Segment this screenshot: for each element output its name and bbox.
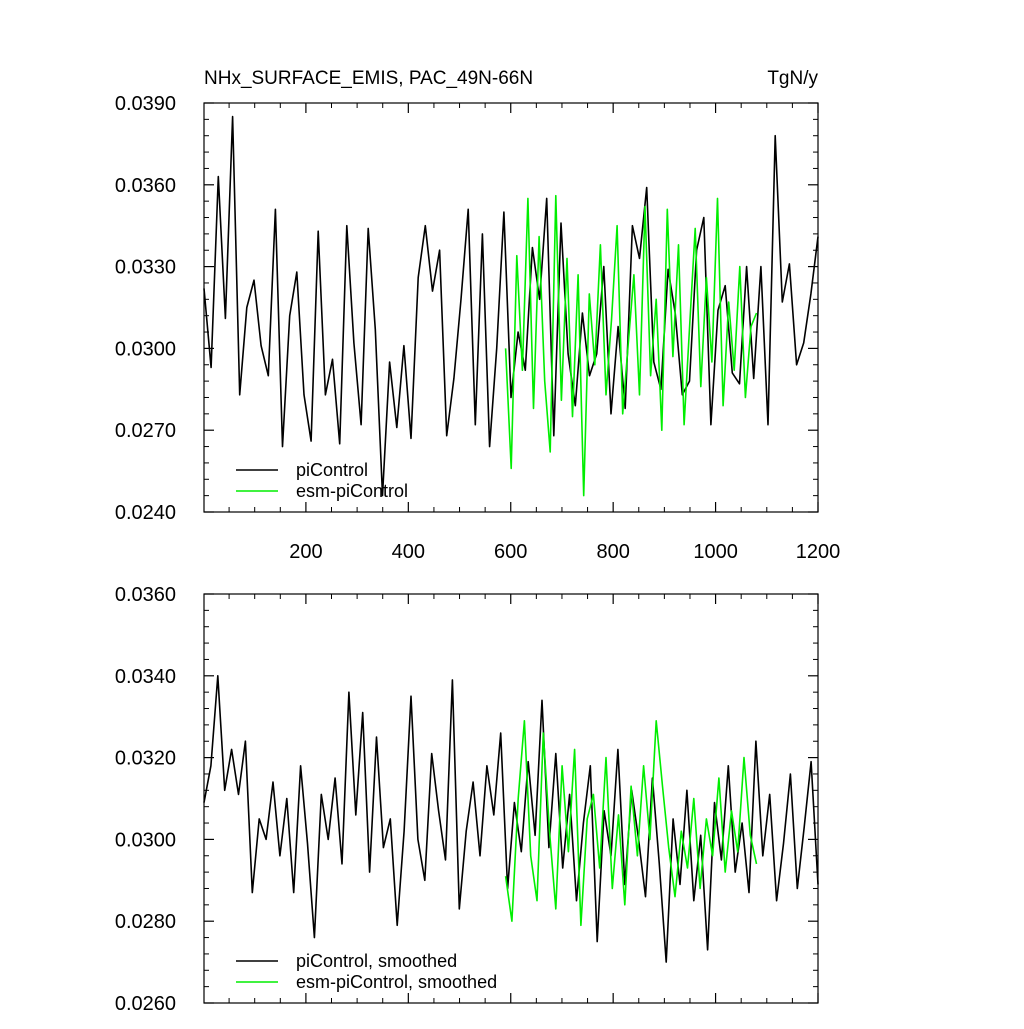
x-tick-label: 600 bbox=[494, 541, 527, 563]
x-tick-label: 400 bbox=[392, 541, 425, 563]
y-tick-label: 0.0240 bbox=[115, 502, 176, 524]
y-tick-label: 0.0320 bbox=[115, 748, 176, 770]
y-tick-label: 0.0360 bbox=[115, 175, 176, 197]
y-tick-label: 0.0330 bbox=[115, 257, 176, 279]
y-tick-label: 0.0360 bbox=[115, 584, 176, 606]
legend-label: esm-piControl bbox=[296, 481, 408, 501]
chart-units: TgN/y bbox=[767, 68, 818, 89]
y-tick-label: 0.0340 bbox=[115, 666, 176, 688]
legend-label: piControl, smoothed bbox=[296, 951, 457, 971]
top-panel: 0.0240 0.0270 0.0300 0.0330 0.0360 0.0390 200 4… bbox=[115, 93, 840, 563]
x-tick-label: 1200 bbox=[796, 541, 841, 563]
legend-label: esm-piControl, smoothed bbox=[296, 972, 497, 992]
x-tick-label: 200 bbox=[289, 541, 322, 563]
y-tick-label: 0.0270 bbox=[115, 420, 176, 442]
chart-title: NHx_SURFACE_EMIS, PAC_49N-66N bbox=[204, 68, 533, 89]
legend-label: piControl bbox=[296, 460, 368, 480]
series-line-esm-picontrol bbox=[504, 720, 758, 927]
x-tick-label: 1000 bbox=[693, 541, 738, 563]
series-line-esm-picontrol bbox=[504, 194, 758, 497]
y-tick-label: 0.0260 bbox=[115, 993, 176, 1015]
x-tick-label: 800 bbox=[596, 541, 629, 563]
y-tick-label: 0.0300 bbox=[115, 338, 176, 360]
y-tick-label: 0.0280 bbox=[115, 911, 176, 933]
y-tick-label: 0.0300 bbox=[115, 829, 176, 851]
y-tick-label: 0.0390 bbox=[115, 93, 176, 115]
series-line-picontrol bbox=[203, 115, 819, 497]
bottom-panel: 0.0260 0.0280 0.0300 0.0320 0.0340 0.0360 piCo… bbox=[115, 584, 819, 1015]
